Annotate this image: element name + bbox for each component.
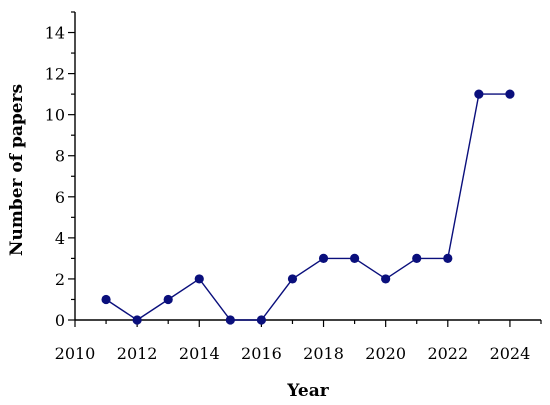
y-tick-label: 10 <box>45 106 65 125</box>
data-point <box>412 253 422 263</box>
x-tick-label: 2012 <box>117 344 158 363</box>
data-point <box>443 253 453 263</box>
x-tick-label: 2018 <box>303 344 344 363</box>
y-tick-label: 12 <box>45 65 65 84</box>
x-tick-label: 2020 <box>365 344 406 363</box>
y-tick-label: 0 <box>55 311 65 330</box>
data-point <box>505 89 515 99</box>
data-point <box>225 315 235 325</box>
y-tick-label: 4 <box>55 229 65 248</box>
data-point <box>256 315 266 325</box>
y-tick-label: 8 <box>55 147 65 166</box>
x-axis-label: Year <box>286 381 329 401</box>
y-axis-label: Number of papers <box>7 84 27 256</box>
data-points <box>101 89 515 325</box>
x-tick-label: 2010 <box>55 344 96 363</box>
series-line <box>105 93 510 321</box>
x-axis-ticks: 2010 2012 2014 2016 2018 2020 2022 2024 <box>55 320 542 363</box>
data-point <box>381 274 391 284</box>
data-point <box>194 274 204 284</box>
x-tick-label: 2016 <box>241 344 282 363</box>
data-point <box>474 89 484 99</box>
y-axis-ticks: 0 2 4 6 8 10 12 14 <box>45 11 75 330</box>
data-point <box>318 253 329 263</box>
y-tick-label: 2 <box>55 270 65 289</box>
data-point <box>101 294 111 305</box>
data-point <box>350 253 360 263</box>
data-point <box>163 294 173 305</box>
x-tick-label: 2024 <box>490 344 531 363</box>
x-tick-label: 2014 <box>179 344 220 363</box>
y-tick-label: 6 <box>55 188 65 207</box>
data-point <box>132 315 142 325</box>
x-tick-label: 2022 <box>427 344 468 363</box>
y-tick-label: 14 <box>45 24 65 43</box>
data-point <box>287 274 298 284</box>
